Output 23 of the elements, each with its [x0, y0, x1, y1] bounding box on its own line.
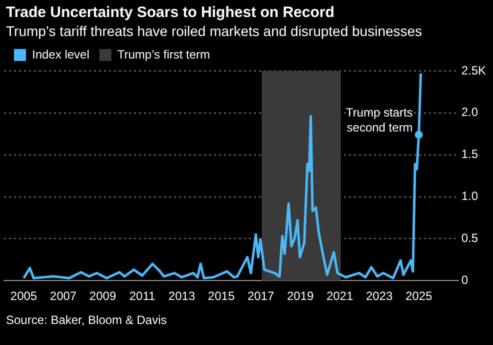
y-tick-label: 2.5K [461, 63, 486, 78]
x-tick-label: 2009 [89, 289, 116, 304]
y-tick-label: 0.5 [461, 230, 478, 245]
x-tick-label: 2007 [50, 289, 77, 304]
x-tick-label: 2019 [286, 289, 314, 304]
legend-label: Index level [32, 47, 90, 62]
x-tick-label: 2017 [247, 289, 274, 304]
chart-title: Trade Uncertainty Soars to Highest on Record [5, 4, 336, 21]
x-tick-label: 2015 [208, 289, 235, 304]
x-tick-label: 2005 [10, 289, 38, 304]
y-tick-label: 2.0 [461, 105, 478, 120]
x-tick-label: 2011 [129, 289, 156, 304]
x-tick-label: 2025 [405, 289, 432, 304]
y-tick-label: 1.0 [461, 189, 478, 204]
source-note: Source: Baker, Bloom & Davis [5, 313, 168, 327]
legend-label: Trump’s first term [117, 47, 210, 62]
x-tick-label: 2021 [326, 289, 354, 304]
x-tick-label: 2023 [366, 289, 393, 304]
chart-subtitle: Trump’s tariff threats have roiled markets and disrupted businesses [5, 23, 424, 39]
y-tick-label: 0 [461, 272, 468, 287]
x-tick-label: 2013 [168, 289, 196, 304]
annotation: Trump starts second term [346, 106, 413, 135]
y-tick-label: 1.5 [461, 147, 478, 162]
